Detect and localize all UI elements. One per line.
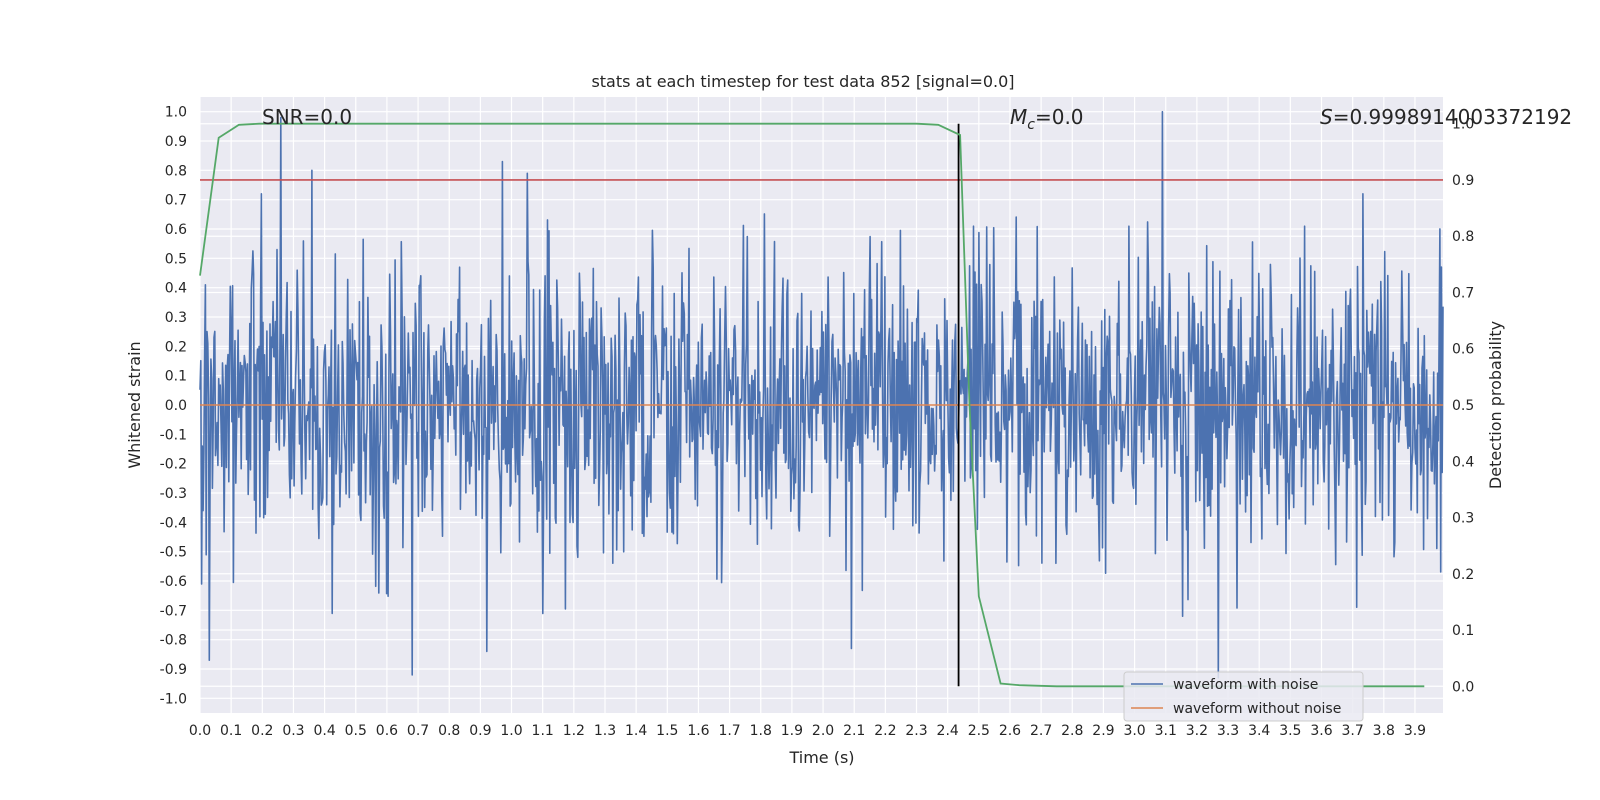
y-axis-right-label: Detection probability xyxy=(1486,321,1505,489)
y-left-tick-label: -0.4 xyxy=(160,515,187,531)
x-tick-label: 1.3 xyxy=(594,723,616,739)
mc-subscript: c xyxy=(1027,117,1035,133)
y-left-tick-label: 0.5 xyxy=(165,251,187,267)
x-tick-label: 2.3 xyxy=(905,723,927,739)
s-annotation: S=0.9998914003372192 xyxy=(1320,105,1572,129)
y-left-tick-label: 0.7 xyxy=(165,193,187,209)
chirp-mass-annotation: Mc=0.0 xyxy=(1010,105,1084,133)
series-detection-probability xyxy=(199,122,1425,688)
y-right-tick-label: 0.2 xyxy=(1452,567,1474,583)
x-tick-label: 1.1 xyxy=(532,723,554,739)
x-tick-label: 0.6 xyxy=(376,723,398,739)
x-axis-ticks: 0.0 0.1 0.2 0.3 0.4 0.5 0.6 0.7 0.8 0.9 1.0 1.1 1.2 1… xyxy=(189,723,1426,739)
x-tick-label: 3.2 xyxy=(1186,723,1208,739)
y-right-tick-label: 0.7 xyxy=(1452,285,1474,301)
mc-value: =0.0 xyxy=(1035,105,1084,129)
legend: waveform with noise waveform without noi… xyxy=(1123,671,1364,722)
detection-probability-line xyxy=(199,122,1425,688)
x-tick-label: 3.6 xyxy=(1310,723,1332,739)
y-right-tick-label: 1.0 xyxy=(1452,117,1474,133)
x-tick-label: 0.1 xyxy=(220,723,242,739)
y-left-tick-label: 0.8 xyxy=(165,163,187,179)
x-tick-label: 0.7 xyxy=(407,723,429,739)
x-tick-label: 2.4 xyxy=(937,723,959,739)
y-left-tick-label: -0.1 xyxy=(160,427,187,443)
y-axis-right-ticks: 1.0 0.9 0.8 0.7 0.6 0.5 0.4 0.3 0.2 0.1 0.0 xyxy=(1452,117,1474,696)
x-tick-label: 3.3 xyxy=(1217,723,1239,739)
x-tick-label: 1.6 xyxy=(687,723,709,739)
x-tick-label: 1.4 xyxy=(625,723,647,739)
x-tick-label: 3.1 xyxy=(1155,723,1177,739)
y-left-tick-label: -0.9 xyxy=(160,662,187,678)
x-tick-label: 1.2 xyxy=(563,723,585,739)
x-tick-label: 1.9 xyxy=(781,723,803,739)
y-left-tick-label: 0.0 xyxy=(165,398,187,414)
y-left-tick-label: -0.8 xyxy=(160,633,187,649)
x-tick-label: 0.8 xyxy=(438,723,460,739)
x-tick-label: 0.0 xyxy=(189,723,211,739)
x-tick-label: 3.4 xyxy=(1248,723,1270,739)
y-right-tick-label: 0.6 xyxy=(1452,342,1474,358)
y-right-tick-label: 0.5 xyxy=(1452,398,1474,414)
y-left-tick-label: 0.3 xyxy=(165,310,187,326)
y-right-tick-label: 0.4 xyxy=(1452,454,1474,470)
x-tick-label: 3.0 xyxy=(1123,723,1145,739)
x-tick-label: 2.5 xyxy=(968,723,990,739)
chart-title: stats at each timestep for test data 852… xyxy=(591,72,1014,91)
x-tick-label: 3.5 xyxy=(1279,723,1301,739)
s-value: =0.9998914003372192 xyxy=(1333,105,1572,129)
x-tick-label: 2.2 xyxy=(874,723,896,739)
x-tick-label: 1.8 xyxy=(750,723,772,739)
x-tick-label: 3.7 xyxy=(1342,723,1364,739)
x-tick-label: 2.6 xyxy=(999,723,1021,739)
y-left-tick-label: -0.5 xyxy=(160,545,187,561)
x-tick-label: 1.5 xyxy=(656,723,678,739)
y-axis-left-ticks: 1.0 0.9 0.8 0.7 0.6 0.5 0.4 0.3 0.2 0.1 0.0 -0.1 -0.… xyxy=(160,105,187,708)
y-left-tick-label: 0.2 xyxy=(165,339,187,355)
x-tick-label: 0.9 xyxy=(469,723,491,739)
x-tick-label: 0.5 xyxy=(345,723,367,739)
y-left-tick-label: -0.2 xyxy=(160,457,187,473)
s-symbol: S xyxy=(1320,105,1333,129)
legend-label-clean: waveform without noise xyxy=(1173,701,1341,717)
y-left-tick-label: 1.0 xyxy=(165,105,187,121)
legend-label-noise: waveform with noise xyxy=(1173,677,1318,693)
y-right-tick-label: 0.0 xyxy=(1452,679,1474,695)
y-left-tick-label: 0.1 xyxy=(165,369,187,385)
x-tick-label: 3.8 xyxy=(1373,723,1395,739)
y-right-tick-label: 0.9 xyxy=(1452,173,1474,189)
mc-symbol: M xyxy=(1010,105,1027,129)
y-left-tick-label: -1.0 xyxy=(160,691,187,707)
x-tick-label: 0.2 xyxy=(251,723,273,739)
x-tick-label: 3.9 xyxy=(1404,723,1426,739)
x-tick-label: 1.0 xyxy=(500,723,522,739)
y-axis-left-label: Whitened strain xyxy=(125,341,144,468)
y-right-tick-label: 0.3 xyxy=(1452,511,1474,527)
y-left-tick-label: 0.9 xyxy=(165,134,187,150)
y-left-tick-label: 0.4 xyxy=(165,281,187,297)
y-left-tick-label: -0.7 xyxy=(160,603,187,619)
x-tick-label: 2.1 xyxy=(843,723,865,739)
y-left-tick-label: 0.6 xyxy=(165,222,187,238)
y-right-tick-label: 0.1 xyxy=(1452,623,1474,639)
y-left-tick-label: -0.6 xyxy=(160,574,187,590)
x-tick-label: 2.7 xyxy=(1030,723,1052,739)
x-tick-label: 1.7 xyxy=(718,723,740,739)
legend-box xyxy=(1123,671,1364,722)
y-left-tick-label: -0.3 xyxy=(160,486,187,502)
x-tick-label: 0.3 xyxy=(282,723,304,739)
snr-annotation: SNR=0.0 xyxy=(262,105,352,129)
x-axis-label: Time (s) xyxy=(788,748,854,767)
x-tick-label: 2.9 xyxy=(1092,723,1114,739)
y-right-tick-label: 0.8 xyxy=(1452,229,1474,245)
x-tick-label: 0.4 xyxy=(313,723,335,739)
x-tick-label: 2.8 xyxy=(1061,723,1083,739)
x-tick-label: 2.0 xyxy=(812,723,834,739)
